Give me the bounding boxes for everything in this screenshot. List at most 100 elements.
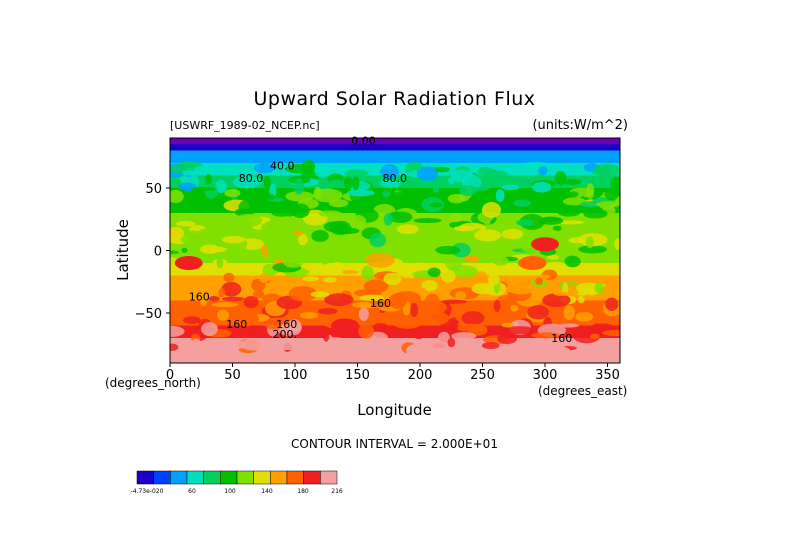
flux-region: [318, 210, 342, 217]
flux-region: [445, 214, 466, 222]
flux-region: [450, 169, 473, 183]
colorbar-swatch: [303, 470, 321, 485]
flux-region: [501, 322, 514, 328]
flux-region: [321, 256, 329, 265]
x-tick-label: 0: [166, 368, 174, 383]
flux-region: [474, 271, 487, 280]
flux-region: [451, 332, 477, 340]
flux-region: [394, 201, 405, 207]
flux-region: [343, 176, 353, 190]
flux-region: [542, 293, 571, 308]
flux-region: [238, 332, 263, 337]
colorbar-label: 60: [188, 488, 196, 495]
flux-region: [311, 230, 329, 242]
flux-hotspot: [518, 256, 547, 270]
lat-band: [170, 150, 620, 164]
colorbar-label: 140: [261, 488, 273, 495]
flux-region: [323, 337, 347, 349]
flux-region: [539, 274, 550, 279]
flux-region: [513, 199, 532, 207]
flux-region: [288, 286, 318, 302]
flux-region: [241, 324, 258, 333]
flux-region: [381, 190, 391, 198]
flux-region: [214, 180, 227, 194]
flux-region: [221, 296, 245, 302]
contour-label: 160: [551, 332, 572, 345]
flux-region: [175, 220, 196, 227]
x-axis: 0 50 100 150 200 250 300 350: [166, 363, 620, 383]
x-tick-label: 150: [345, 368, 370, 383]
flux-region: [240, 248, 249, 255]
flux-region: [292, 230, 303, 237]
flux-region: [363, 279, 389, 293]
contour-label: 80.0: [239, 172, 264, 185]
flux-region: [610, 176, 620, 189]
flux-region: [170, 325, 185, 337]
flux-region: [602, 228, 620, 234]
flux-region: [170, 189, 184, 204]
flux-region: [302, 276, 319, 282]
flux-region: [614, 238, 620, 251]
flux-region: [535, 277, 544, 286]
flux-region: [510, 304, 519, 312]
colorbar-swatch: [286, 470, 304, 485]
flux-region: [421, 280, 438, 292]
contour-label: 160: [226, 318, 247, 331]
y-units-label: (degrees_east): [538, 384, 628, 398]
contour-label: 160: [370, 297, 391, 310]
flux-region: [592, 169, 612, 175]
flux-region: [305, 338, 326, 346]
flux-region: [471, 282, 496, 295]
flux-region: [346, 189, 375, 197]
flux-region: [297, 234, 308, 246]
flux-region: [604, 187, 619, 201]
flux-region: [323, 330, 330, 342]
colorbar-swatch: [320, 470, 338, 485]
flux-region: [416, 166, 439, 182]
flux-region: [447, 193, 466, 204]
colorbar: -4.73e-020 60 100 140 180 216: [131, 470, 343, 495]
flux-region: [568, 191, 579, 198]
flux-region: [347, 237, 356, 247]
flux-region: [344, 169, 369, 177]
flux-region: [590, 333, 600, 340]
flux-region: [605, 297, 619, 311]
colorbar-swatch: [136, 470, 154, 485]
flux-region: [182, 170, 197, 176]
flux-region: [547, 254, 560, 260]
flux-region: [170, 343, 179, 351]
chart-title: Upward Solar Radiation Flux: [253, 88, 536, 110]
flux-region: [447, 337, 456, 348]
flux-region: [556, 206, 582, 217]
flux-region: [497, 332, 518, 345]
flux-region: [544, 261, 567, 269]
flux-region: [329, 179, 342, 184]
flux-region: [170, 287, 195, 294]
flux-region: [240, 338, 268, 351]
flux-region: [413, 218, 442, 224]
flux-region: [562, 179, 582, 186]
flux-region: [492, 255, 509, 266]
flux-region: [221, 281, 242, 297]
flux-region: [179, 230, 206, 245]
flux-region: [501, 184, 520, 191]
flux-region: [564, 255, 581, 268]
flux-region: [170, 314, 184, 321]
flux-hotspot: [543, 346, 572, 360]
flux-region: [253, 289, 265, 299]
flux-region: [301, 159, 316, 174]
flux-region: [440, 269, 456, 283]
flux-hotspot: [406, 343, 434, 358]
flux-region: [493, 299, 501, 312]
flux-region: [591, 323, 602, 333]
flux-region: [391, 191, 417, 201]
flux-region: [217, 339, 246, 350]
flux-region: [208, 246, 227, 253]
flux-region: [234, 213, 263, 228]
y-tick-label: −50: [135, 307, 162, 322]
flux-region: [570, 229, 593, 235]
y-axis: 50 0 −50: [135, 182, 170, 322]
flux-region: [404, 277, 413, 283]
flux-region: [594, 282, 604, 294]
flux-region: [374, 322, 387, 328]
